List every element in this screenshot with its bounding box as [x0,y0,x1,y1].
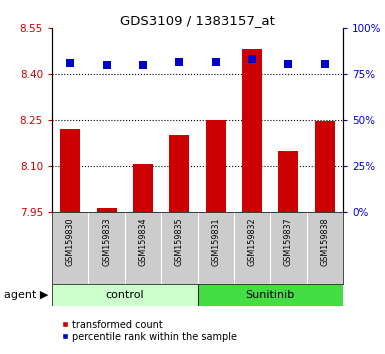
Text: GSM159837: GSM159837 [284,218,293,266]
Text: GSM159833: GSM159833 [102,218,111,266]
Bar [242,50,262,212]
Text: GSM159838: GSM159838 [320,218,329,266]
Legend: transformed count, percentile rank within the sample: transformed count, percentile rank withi… [57,316,241,346]
Point [67,61,73,66]
Bar [52,284,198,306]
Bar [198,284,343,306]
Point [249,56,255,62]
Text: GSM159832: GSM159832 [248,218,256,266]
Point [322,61,328,67]
Bar [315,121,335,212]
Point [140,63,146,68]
Point [213,59,219,65]
Text: control: control [105,290,144,300]
Bar [60,129,80,212]
Bar [206,120,226,212]
Text: GSM159830: GSM159830 [66,218,75,266]
Bar [169,135,189,212]
Bar [133,165,153,212]
Text: agent ▶: agent ▶ [4,290,48,300]
Text: GSM159834: GSM159834 [139,218,147,266]
Text: GSM159835: GSM159835 [175,218,184,266]
Bar [97,208,117,212]
Point [285,61,291,67]
Text: GSM159831: GSM159831 [211,218,220,266]
Point [104,63,110,68]
Bar [278,151,298,212]
Text: Sunitinib: Sunitinib [246,290,295,300]
Point [176,59,182,65]
Title: GDS3109 / 1383157_at: GDS3109 / 1383157_at [120,14,275,27]
